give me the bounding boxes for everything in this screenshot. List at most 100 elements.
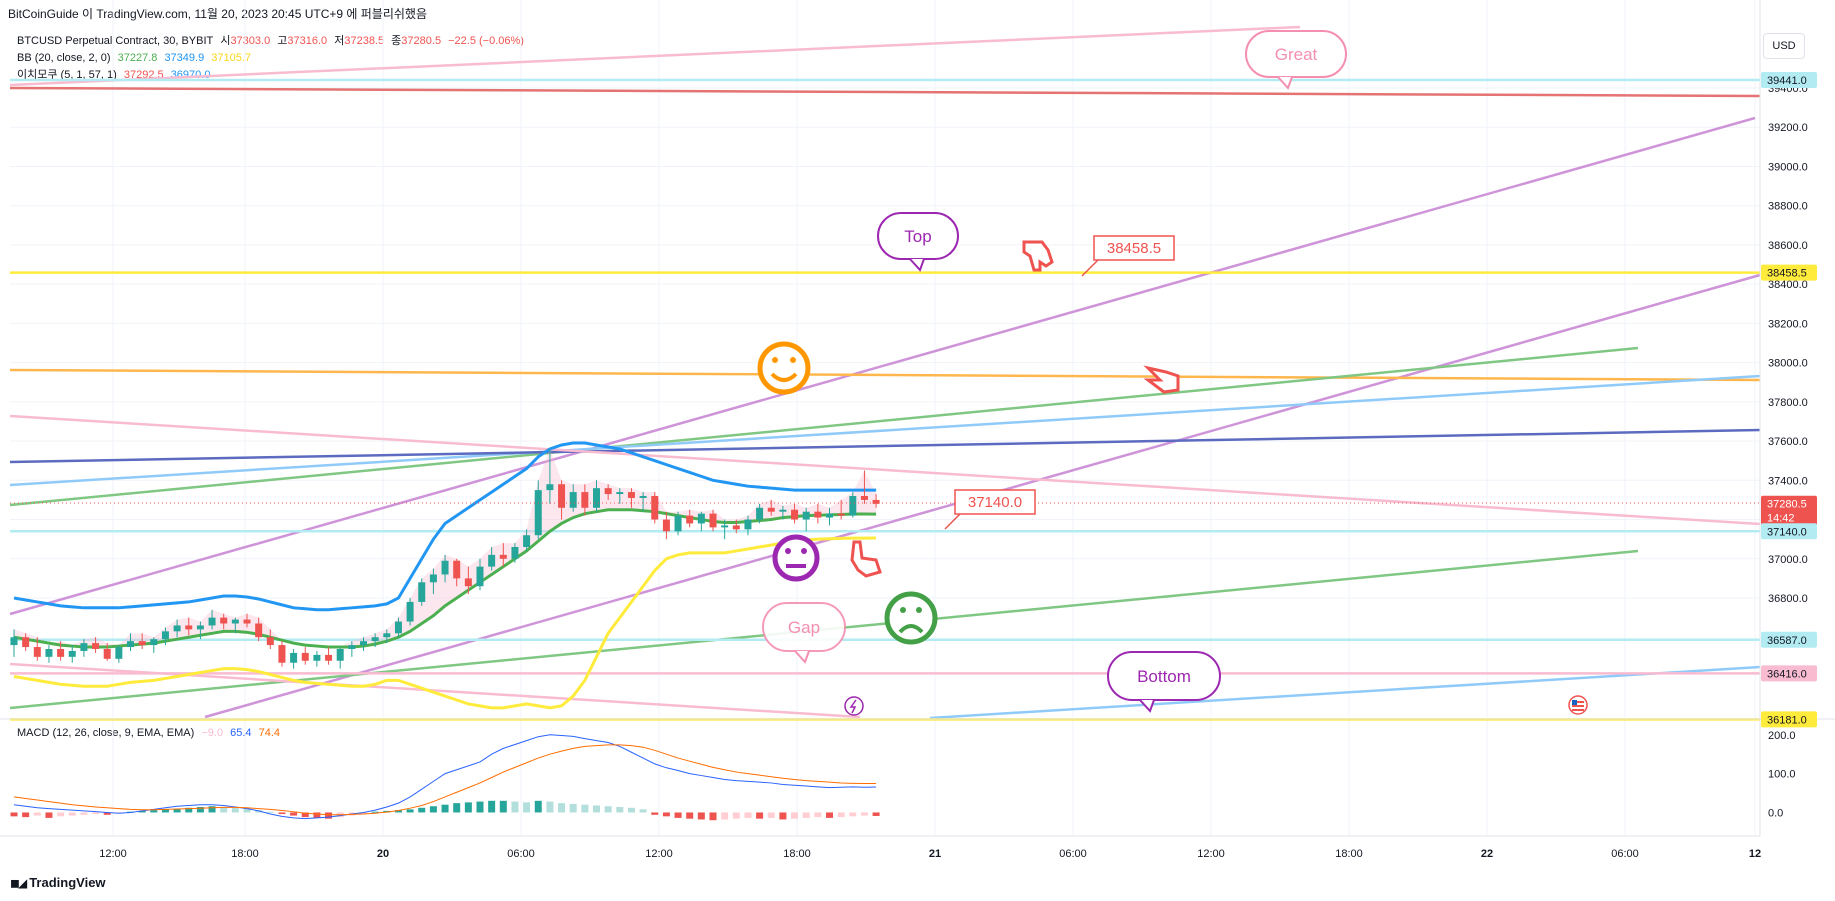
hand-pointing-up-icon[interactable] (850, 540, 882, 578)
purple-channel-line-upper[interactable] (9, 116, 1756, 616)
candle-body (581, 492, 589, 508)
candle-body (837, 513, 845, 516)
annotation-bottom[interactable]: Bottom (1107, 651, 1221, 713)
macd-axis[interactable]: 200.0 100.0 0.0 (1768, 730, 1796, 820)
candle-body (313, 654, 321, 661)
price-tag-3: 37140.0 (1767, 526, 1807, 538)
sad-face-icon[interactable] (884, 591, 938, 645)
smile-face-icon[interactable] (757, 341, 811, 395)
blue-trendline-upper[interactable] (9, 374, 1761, 487)
annotation-great[interactable]: Great (1245, 30, 1347, 90)
macd-hist-bar (697, 812, 705, 820)
candle-body (639, 496, 647, 498)
macd-hist-bar (80, 812, 88, 815)
green-trendline-upper[interactable] (9, 346, 1639, 507)
price-tag-bg-4 (1761, 631, 1817, 648)
time-tick-label: 12:00 (99, 848, 127, 860)
annotation-top[interactable]: Top (877, 212, 959, 272)
ichimoku-indicator-title[interactable]: 이치모쿠 (5, 1, 57, 1) (17, 69, 117, 81)
annotation-gap[interactable]: Gap (762, 602, 846, 664)
bb-basis-line (13, 508, 877, 649)
grid-lines (10, 0, 1760, 836)
pink-trendline-mid[interactable] (9, 414, 1761, 526)
signal-line (13, 744, 877, 816)
red-horizontal-line-top[interactable] (9, 86, 1761, 98)
currency-selector[interactable]: USD (1763, 33, 1805, 59)
hand-pointing-down-icon[interactable] (1022, 240, 1054, 272)
pink-trendline-top[interactable] (9, 25, 1301, 87)
low-label: 저37238.5 (334, 35, 385, 47)
candle-body (453, 560, 461, 579)
candle-body (429, 574, 437, 583)
macd-hist-bar (138, 810, 146, 813)
tradingview-logo-icon: ◼◢ (10, 875, 27, 890)
macd-hist-bar (57, 812, 65, 817)
price-axis[interactable]: 39400.039200.039000.038800.038600.038400… (1768, 83, 1808, 605)
signal-value: 74.4 (258, 727, 281, 739)
macd-hist-bar (150, 810, 158, 813)
candle-body (767, 507, 775, 512)
macd-hist-bar (744, 812, 752, 818)
price-tick-label: 38400.0 (1768, 279, 1808, 291)
macd-hist-bar (709, 812, 717, 821)
lightning-event-icon[interactable] (844, 696, 864, 716)
candle-body (185, 625, 193, 630)
macd-hist-bar (196, 807, 204, 813)
annotation-bottom-text: Bottom (1137, 667, 1191, 686)
candle-body (360, 641, 367, 646)
us-flag-event-icon[interactable] (1568, 695, 1588, 715)
bb-indicator-title[interactable]: BB (20, close, 2, 0) (17, 52, 111, 64)
time-axis[interactable]: 12:00 18:00 20 06:00 12:00 18:00 21 06:00 12:00 1… (99, 848, 1761, 860)
candle-body (173, 625, 181, 632)
price-callout-38458[interactable]: 38458.5 (1081, 235, 1175, 277)
macd-hist-bar (826, 812, 833, 818)
blue-trendline-lower[interactable] (929, 665, 1761, 720)
tradingview-brand[interactable]: ◼◢ TradingView (10, 875, 106, 890)
macd-hist-bar (546, 801, 554, 813)
candle-body (558, 484, 566, 508)
pink-trendline-low[interactable] (9, 662, 861, 719)
candle-body (103, 649, 111, 659)
macd-hist-bar (779, 812, 787, 820)
symbol-title[interactable]: BTCUSD Perpetual Contract, 30, BYBIT (17, 35, 214, 47)
candle-body (488, 554, 496, 567)
candle-body (441, 560, 449, 575)
candle-body (662, 519, 670, 532)
macd-hist-bar (418, 807, 426, 813)
candle-body (569, 492, 577, 508)
macd-indicator-title[interactable]: MACD (12, 26, close, 9, EMA, EMA) (17, 727, 195, 739)
time-tick-label: 12:00 (1197, 848, 1225, 860)
candle-body (860, 496, 868, 500)
hand-pointing-left-icon[interactable] (1143, 365, 1180, 394)
macd-value: 65.4 (230, 727, 252, 739)
price-tick-label: 38800.0 (1768, 201, 1808, 213)
macd-hist-bar (593, 805, 600, 813)
candle-body (756, 507, 764, 520)
navy-trendline[interactable] (9, 428, 1761, 464)
candle-body (231, 619, 239, 624)
neutral-face-icon[interactable] (772, 534, 820, 582)
macd-hist-bar (33, 812, 41, 816)
macd-hist-bar (860, 812, 868, 816)
time-tick-label: 12 (1749, 848, 1761, 860)
candle-body (732, 525, 740, 530)
price-callout-37140[interactable]: 37140.0 (944, 489, 1036, 530)
macd-hist-bar (791, 812, 799, 819)
candle-body (127, 641, 134, 648)
bb-upper-value: 37349.9 (164, 52, 205, 64)
open-label: 시37303.0 (220, 35, 271, 47)
price-tick-label: 39200.0 (1768, 122, 1808, 134)
bb-legend-row: BB (20, close, 2, 0) 37227.8 37349.9 371… (17, 50, 528, 67)
orange-trendline[interactable] (9, 368, 1761, 382)
macd-hist-bar (394, 810, 402, 813)
time-tick-label: 12:00 (645, 848, 673, 860)
macd-hist-bar (476, 801, 484, 813)
macd-hist-bar (290, 812, 298, 816)
macd-hist-bar (581, 804, 589, 813)
macd-hist-bar (92, 812, 100, 815)
macd-hist-bar (802, 812, 810, 818)
macd-hist-bar (266, 811, 274, 813)
price-tick-label: 38200.0 (1768, 318, 1808, 330)
price-callout-37140-text: 37140.0 (968, 494, 1022, 511)
